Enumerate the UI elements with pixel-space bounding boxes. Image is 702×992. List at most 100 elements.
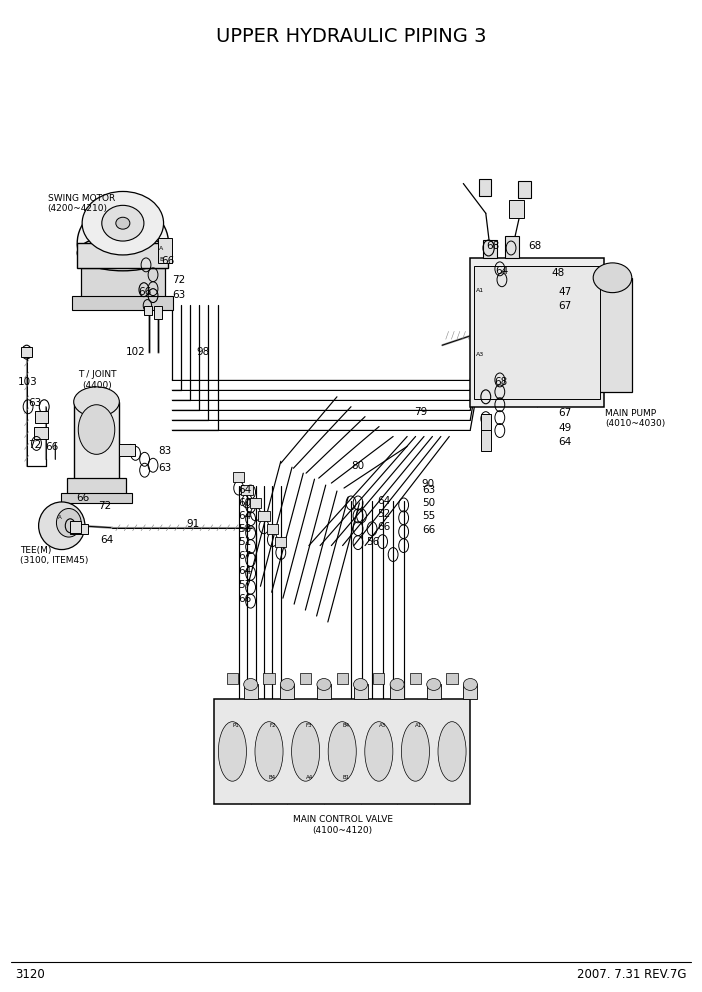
Bar [244, 684, 258, 699]
Text: 83: 83 [159, 446, 172, 456]
Text: 66: 66 [161, 256, 175, 266]
Ellipse shape [56, 509, 81, 537]
Bar [479, 179, 491, 196]
Ellipse shape [291, 722, 319, 782]
Text: 72: 72 [28, 440, 41, 450]
Text: 60: 60 [239, 498, 252, 508]
Bar [300, 673, 311, 684]
Text: 67: 67 [239, 551, 252, 560]
Bar [258, 511, 270, 521]
Ellipse shape [218, 722, 246, 782]
Text: 57: 57 [239, 580, 252, 590]
Text: 80: 80 [351, 461, 364, 471]
Ellipse shape [365, 722, 393, 782]
Text: 47: 47 [558, 287, 571, 297]
Bar [267, 524, 278, 534]
Bar [446, 673, 458, 684]
Text: 67: 67 [558, 408, 571, 418]
Text: 66: 66 [239, 594, 252, 604]
Text: 66: 66 [45, 442, 58, 452]
Text: 55: 55 [423, 511, 436, 521]
Bar [214, 699, 470, 804]
Bar [509, 200, 524, 218]
Text: 64: 64 [377, 496, 390, 506]
Text: 64: 64 [239, 511, 252, 521]
Ellipse shape [102, 205, 144, 241]
Ellipse shape [77, 203, 168, 283]
Text: 3120: 3120 [15, 967, 45, 981]
Text: A1: A1 [416, 723, 423, 728]
Bar [280, 684, 294, 699]
Bar [354, 684, 368, 699]
Text: MAIN CONTROL VALVE
(4100~4120): MAIN CONTROL VALVE (4100~4120) [293, 815, 392, 835]
Text: T / JOINT
(4400): T / JOINT (4400) [78, 370, 116, 390]
Ellipse shape [390, 679, 404, 690]
Text: 63: 63 [172, 290, 185, 300]
Bar [70, 524, 88, 534]
Bar [250, 498, 261, 508]
Text: 48: 48 [552, 268, 565, 278]
Bar [154, 306, 162, 319]
Ellipse shape [116, 217, 130, 229]
Text: 66: 66 [377, 522, 390, 532]
Ellipse shape [244, 679, 258, 690]
Bar [483, 240, 497, 258]
Bar [463, 684, 477, 699]
Text: 64: 64 [558, 437, 571, 447]
Ellipse shape [593, 263, 632, 293]
Bar [317, 684, 331, 699]
Bar [390, 684, 404, 699]
Text: 64: 64 [239, 485, 252, 495]
Text: A: A [58, 515, 62, 521]
Text: 52: 52 [377, 509, 390, 519]
Ellipse shape [317, 679, 331, 690]
Text: 68: 68 [494, 377, 508, 387]
Bar [119, 444, 135, 456]
Ellipse shape [427, 679, 441, 690]
Text: A3: A3 [378, 723, 386, 728]
Text: 2007. 7.31 REV.7G: 2007. 7.31 REV.7G [577, 967, 687, 981]
Text: 79: 79 [414, 407, 428, 417]
Bar [70, 521, 81, 533]
Bar [77, 243, 168, 268]
Text: 72: 72 [172, 275, 185, 285]
Ellipse shape [39, 502, 85, 550]
Text: 67: 67 [558, 301, 571, 310]
Bar [593, 278, 632, 392]
Bar [505, 236, 519, 258]
Bar [474, 266, 600, 399]
Text: 102: 102 [126, 347, 145, 357]
Bar [233, 472, 244, 482]
Bar [227, 673, 238, 684]
Bar [158, 238, 172, 263]
Ellipse shape [280, 679, 294, 690]
Bar [74, 402, 119, 481]
Text: A4: A4 [305, 775, 313, 780]
Text: 63: 63 [159, 463, 172, 473]
Text: A1: A1 [476, 288, 484, 294]
Ellipse shape [74, 387, 119, 417]
Text: 103: 103 [18, 377, 37, 387]
Text: UPPER HYDRAULIC PIPING 3: UPPER HYDRAULIC PIPING 3 [216, 27, 486, 47]
Text: A3: A3 [476, 352, 484, 357]
Bar [481, 414, 491, 432]
Bar [373, 673, 385, 684]
Text: 64: 64 [100, 535, 114, 545]
Bar [144, 306, 152, 315]
Text: 90: 90 [421, 479, 435, 489]
Bar [241, 485, 253, 495]
Text: A: A [159, 245, 164, 251]
Ellipse shape [328, 722, 356, 782]
Bar [481, 430, 491, 451]
Bar [21, 347, 32, 357]
Text: 58: 58 [239, 524, 252, 534]
Text: MAIN PUMP
(4010~4030): MAIN PUMP (4010~4030) [605, 409, 665, 429]
Ellipse shape [402, 722, 430, 782]
Text: 66: 66 [423, 525, 436, 535]
Text: 50: 50 [423, 498, 436, 508]
Bar [410, 673, 421, 684]
Text: B: B [159, 257, 164, 263]
Text: 56: 56 [366, 537, 380, 547]
Text: 64: 64 [239, 566, 252, 576]
Bar [275, 537, 286, 547]
